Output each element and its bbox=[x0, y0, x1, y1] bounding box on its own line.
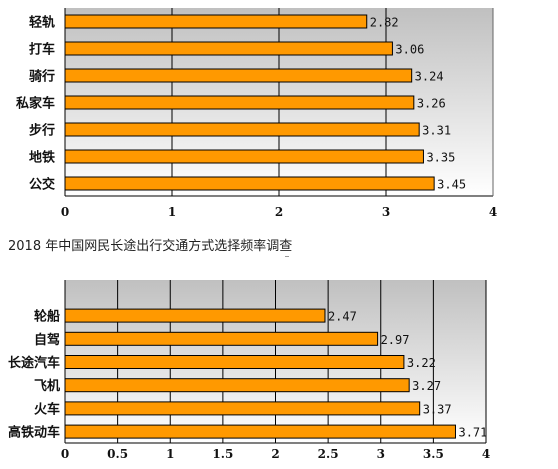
chart1-bar bbox=[64, 68, 413, 83]
chart2-category-label: 自驾 bbox=[34, 332, 60, 348]
chart2-bar bbox=[64, 424, 456, 439]
chart-long-distance-modes: 0 0.5 1 1.5 2 2.5 3 3.5 4 轮船 2.47 自驾 2.97 长途汽车 3.22 飞机 3… bbox=[8, 280, 490, 461]
chart1-category-label: 步行 bbox=[29, 123, 55, 139]
chart1-tick-label: 2 bbox=[275, 205, 283, 219]
chart2-bar bbox=[64, 378, 410, 393]
chart2-tick-label: 0.5 bbox=[107, 447, 128, 461]
chart2-category-label: 长途汽车 bbox=[8, 355, 60, 371]
chart2-value-label: 3.27 bbox=[412, 379, 441, 393]
chart2-bar bbox=[64, 355, 405, 369]
chart2-tick-label: 1 bbox=[166, 447, 174, 461]
chart2-bar bbox=[64, 331, 379, 346]
chart1-value-label: 3.31 bbox=[422, 124, 451, 138]
chart2-bar bbox=[64, 401, 421, 416]
chart1-value-label: 2.82 bbox=[370, 16, 399, 30]
chart1-tick-label: 1 bbox=[168, 205, 176, 219]
chart1-category-label: 地铁 bbox=[29, 150, 55, 166]
chart2-value-label: 3.71 bbox=[458, 426, 487, 440]
chart2-value-label: 3.22 bbox=[407, 356, 436, 370]
chart1-category-label: 打车 bbox=[29, 42, 55, 58]
chart1-category-label: 公交 bbox=[29, 177, 55, 193]
chart2-category-label: 高铁动车 bbox=[8, 425, 60, 441]
chart2-tick-label: 3.5 bbox=[423, 447, 444, 461]
divider-mark bbox=[285, 256, 289, 257]
chart2-value-label: 2.47 bbox=[328, 310, 357, 324]
chart1-bar bbox=[64, 95, 415, 110]
chart1-tick-label: 3 bbox=[382, 205, 390, 219]
chart1-bar bbox=[64, 176, 435, 191]
chart2-category-label: 轮船 bbox=[34, 309, 60, 325]
chart1-value-label: 3.06 bbox=[395, 43, 424, 57]
chart2-tick-label: 3 bbox=[377, 447, 385, 461]
chart2-category-label: 火车 bbox=[34, 401, 60, 417]
chart1-category-label: 私家车 bbox=[16, 96, 55, 112]
chart1-value-label: 3.26 bbox=[417, 97, 446, 111]
chart1-bar bbox=[64, 122, 420, 137]
chart2-value-label: 3.37 bbox=[423, 402, 452, 416]
chart2-tick-label: 1.5 bbox=[212, 447, 233, 461]
chart1-bar bbox=[64, 14, 368, 29]
chart2-value-label: 2.97 bbox=[381, 333, 410, 347]
chart2-tick-label: 2.5 bbox=[318, 447, 339, 461]
chart1-category-label: 轻轨 bbox=[29, 15, 55, 31]
chart2-category-label: 飞机 bbox=[34, 378, 60, 394]
chart2-tick-label: 2 bbox=[271, 447, 279, 461]
chart2-tick-label: 4 bbox=[482, 447, 490, 461]
chart2-bar bbox=[64, 308, 326, 323]
chart2-tick-label: 0 bbox=[61, 447, 69, 461]
chart1-tick-label: 4 bbox=[489, 205, 497, 219]
chart1-value-label: 3.24 bbox=[415, 70, 444, 84]
chart1-category-label: 骑行 bbox=[29, 69, 55, 85]
chart-transport-modes: 0 1 2 3 4 轻轨 2.82 打车 3.06 骑行 3.24 私家车 3.26 步行 3.31 地铁 3.… bbox=[16, 8, 497, 219]
chart1-tick-label: 0 bbox=[61, 205, 69, 219]
chart1-bar bbox=[64, 149, 424, 164]
chart1-value-label: 3.45 bbox=[437, 178, 466, 192]
chart1-bar bbox=[64, 41, 393, 56]
chart1-value-label: 3.35 bbox=[426, 151, 455, 165]
chart-caption: 2018 年中国网民长途出行交通方式选择频率调查 bbox=[8, 239, 293, 254]
